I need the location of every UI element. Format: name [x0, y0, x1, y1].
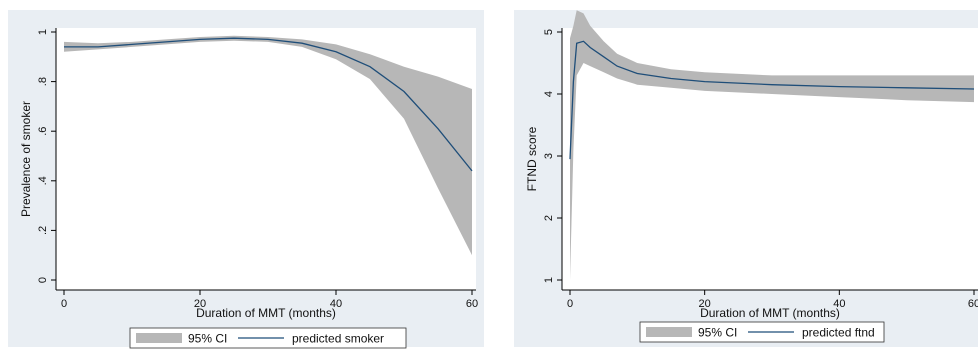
chart1-y-tick-label: 1 — [37, 29, 49, 35]
chart2-y-tick-label: 2 — [543, 215, 555, 221]
chart2-x-tick-label: 40 — [833, 298, 845, 310]
chart2-x-tick-label: 0 — [567, 298, 573, 310]
chart2-y-tick-label: 3 — [543, 153, 555, 159]
chart2-series-line — [569, 40, 975, 160]
chart2-x-axis-title: Duration of MMT (months) — [700, 306, 840, 320]
chart2-y-axis-title: FTND score — [525, 126, 539, 191]
chart1-y-axis-title: Prevalence of smoker — [19, 101, 33, 217]
chart2-x-tick-label: 60 — [968, 298, 978, 310]
chart1-legend-ci-swatch — [136, 333, 182, 343]
chart2-y-tick-label: 4 — [543, 91, 555, 97]
chart2-legend-ci-swatch — [646, 327, 692, 337]
chart2-legend: 95% CI predicted ftnd — [639, 321, 885, 343]
chart2-y-tick-label: 5 — [543, 29, 555, 35]
chart1-legend-line-label: predicted smoker — [292, 332, 384, 346]
chart1-x-tick-label: 20 — [194, 298, 206, 310]
chart2-legend-line-label: predicted ftnd — [802, 326, 875, 340]
chart1-legend: 95% CI predicted smoker — [129, 327, 407, 349]
chart2-ci-band — [570, 10, 974, 281]
chart1-x-axis-title: Duration of MMT (months) — [196, 306, 336, 320]
chart2: 1 2 3 4 5 0 20 40 60 Duration of MMT (months) FTND… — [514, 10, 978, 347]
chart1-y-tick-label: .6 — [37, 127, 49, 136]
chart1-legend-ci-label: 95% CI — [188, 332, 227, 346]
chart1-x-tick-label: 40 — [330, 298, 342, 310]
chart2-legend-ci-label: 95% CI — [698, 326, 737, 340]
chart1: 0 .2 .4 .6 .8 1 0 20 40 60 Duration of MMT (months… — [8, 10, 484, 349]
chart1-y-tick-label: .2 — [37, 226, 49, 235]
chart2-y-tick-label: 1 — [543, 277, 555, 283]
chart1-series-line — [64, 37, 473, 172]
chart2-x-tick-label: 20 — [699, 298, 711, 310]
chart1-plot-area — [56, 28, 476, 290]
chart1-x-tick-label: 0 — [61, 298, 67, 310]
chart1-y-tick-label: 0 — [37, 277, 49, 283]
chart1-y-tick-label: .8 — [37, 77, 49, 86]
chart1-y-tick-label: .4 — [37, 176, 49, 185]
chart1-x-tick-label: 60 — [466, 298, 478, 310]
